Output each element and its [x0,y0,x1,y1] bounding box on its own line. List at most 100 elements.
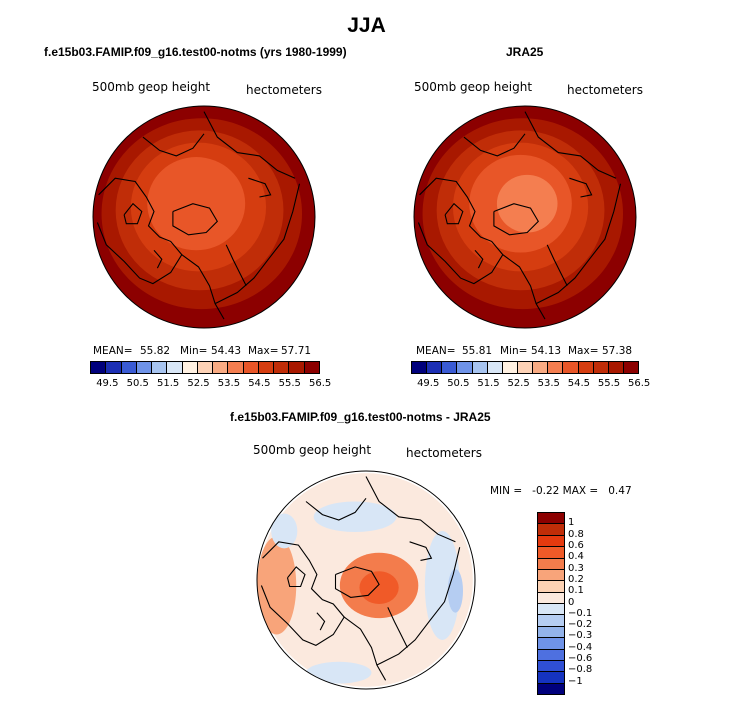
map2-anomaly-8 [271,513,298,549]
cb0-swatch-13 [289,362,305,373]
cb1-swatch-10 [563,362,579,373]
panel-3-units-label: hectometers [406,446,482,460]
cb1-swatch-5 [487,362,503,373]
panel-2-max-value: 57.38 [602,345,633,357]
panel-3-min-max: MIN = -0.22 MAX = 0.47 [490,485,632,497]
cb2-swatch-10 [538,626,564,639]
cb1-swatch-3 [457,362,473,373]
panel-3-title: f.e15b03.FAMIP.f09_g16.test00-notms - JR… [230,410,491,424]
panel-1-min-value: 54.43 [211,345,242,357]
cb2-swatch-11 [538,638,564,650]
panel-1-mean-value: 55.82 [140,345,171,357]
cb0-swatch-2 [121,362,137,373]
panel-2-max-label: Max= [568,345,599,357]
panel-2-colorbar-ticks: 49.5 50.5 51.5 52.5 53.5 54.5 55.5 56.5 [411,378,650,390]
cb1-tick-label: 54.5 [567,378,590,389]
panel-2-min-label: Min= [500,345,528,357]
cb2-swatch-13 [538,660,564,673]
cb1-swatch-8 [533,362,549,373]
cb0-swatch-4 [152,362,168,373]
cb2-tick-label: 1 [568,517,575,529]
cb0-tick-label: 56.5 [309,378,332,389]
cb0-tick-label: 50.5 [126,378,149,389]
cb0-swatch-5 [167,362,183,373]
cb2-tick-label: 0.6 [568,539,584,551]
cb2-swatch-7 [538,592,564,604]
cb2-tick-label: 0.2 [568,573,584,585]
panel-3-colorbar-ticks: 1 0.8 0.6 0.4 0.3 0.2 0.1 0 −0.1 −0.2 −0.3 −0.4 −0.6… [568,512,608,693]
cb0-swatch-9 [228,362,244,373]
cb1-swatch-9 [548,362,564,373]
cb2-swatch-9 [538,615,564,627]
cb2-tick-label: 0.8 [568,528,584,540]
cb1-swatch-2 [442,362,458,373]
map2-anomaly-6 [447,569,464,613]
cb2-swatch-3 [538,547,564,559]
cb2-tick-label: −0.4 [568,641,593,653]
cb0-tick-label: 51.5 [156,378,180,389]
panel-1-min-label: Min= [180,345,208,357]
cb0-tick-label: 52.5 [187,378,210,389]
cb0-swatch-8 [213,362,229,373]
cb1-swatch-13 [608,362,624,373]
panel-2-units-label: hectometers [567,83,643,97]
map2-anomaly-4 [313,501,397,533]
cb0-swatch-6 [182,362,198,373]
cb0-swatch-1 [106,362,122,373]
cb0-swatch-14 [304,362,319,373]
cb0-swatch-11 [258,362,275,373]
cb1-tick-label: 49.5 [417,378,440,389]
panel-3-polar-map [256,470,476,690]
cb0-swatch-12 [274,362,290,373]
cb0-swatch-0 [91,362,107,373]
cb1-tick-label: 53.5 [537,378,560,389]
map1-outline [413,105,637,329]
panel-1-max-value: 57.71 [281,345,312,357]
figure-title: JJA [347,14,386,37]
cb1-swatch-11 [578,362,594,373]
cb2-swatch-1 [538,524,564,536]
cb2-swatch-15 [538,683,564,694]
map2-anomaly-5 [424,530,460,640]
map1-contour-5 [496,174,558,233]
cb2-swatch-14 [538,672,564,684]
cb1-tick-label: 51.5 [477,378,500,389]
cb2-swatch-12 [538,649,564,661]
map0-outline [92,105,316,329]
cb2-tick-label: 0.3 [568,562,584,574]
cb1-tick-label: 55.5 [597,378,621,389]
panel-2-polar-map [413,105,637,329]
cb1-swatch-0 [412,362,428,373]
cb2-swatch-4 [538,558,564,570]
cb0-tick-label: 54.5 [248,378,271,389]
cb0-swatch-3 [136,362,153,373]
cb2-swatch-0 [538,513,564,525]
panel-2-title: JRA25 [506,45,544,59]
cb2-tick-label: −0.3 [568,630,593,642]
cb2-tick-label: 0.4 [568,551,584,563]
cb2-tick-label: 0 [568,596,575,608]
cb1-swatch-6 [502,362,518,373]
cb0-swatch-7 [197,362,214,373]
panel-3-colorbar [537,512,565,695]
map2-anomaly-1 [257,536,297,635]
cb0-tick-label: 53.5 [217,378,241,389]
panel-1-polar-map [92,105,316,329]
panel-1-units-label: hectometers [246,83,322,97]
map2-anomaly-7 [306,661,372,684]
cb2-tick-label: −1 [568,675,583,687]
map2-outline [256,470,476,690]
cb2-swatch-8 [538,604,564,616]
panel-1-max-label: Max= [248,345,279,357]
panel-3-field-label: 500mb geop height [253,443,372,457]
cb1-swatch-4 [472,362,488,373]
panel-1-title: f.e15b03.FAMIP.f09_g16.test00-notms (yrs… [44,45,347,59]
panel-1-field-label: 500mb geop height [92,80,211,94]
panel-2-mean-value: 55.81 [462,345,493,357]
map0-contour-4 [147,157,246,251]
cb1-tick-label: 50.5 [447,378,470,389]
panel-2-colorbar [411,361,639,374]
cb2-swatch-6 [538,581,564,593]
cb2-tick-label: −0.1 [568,607,593,619]
panel-1-mean-label: MEAN= [93,345,133,357]
